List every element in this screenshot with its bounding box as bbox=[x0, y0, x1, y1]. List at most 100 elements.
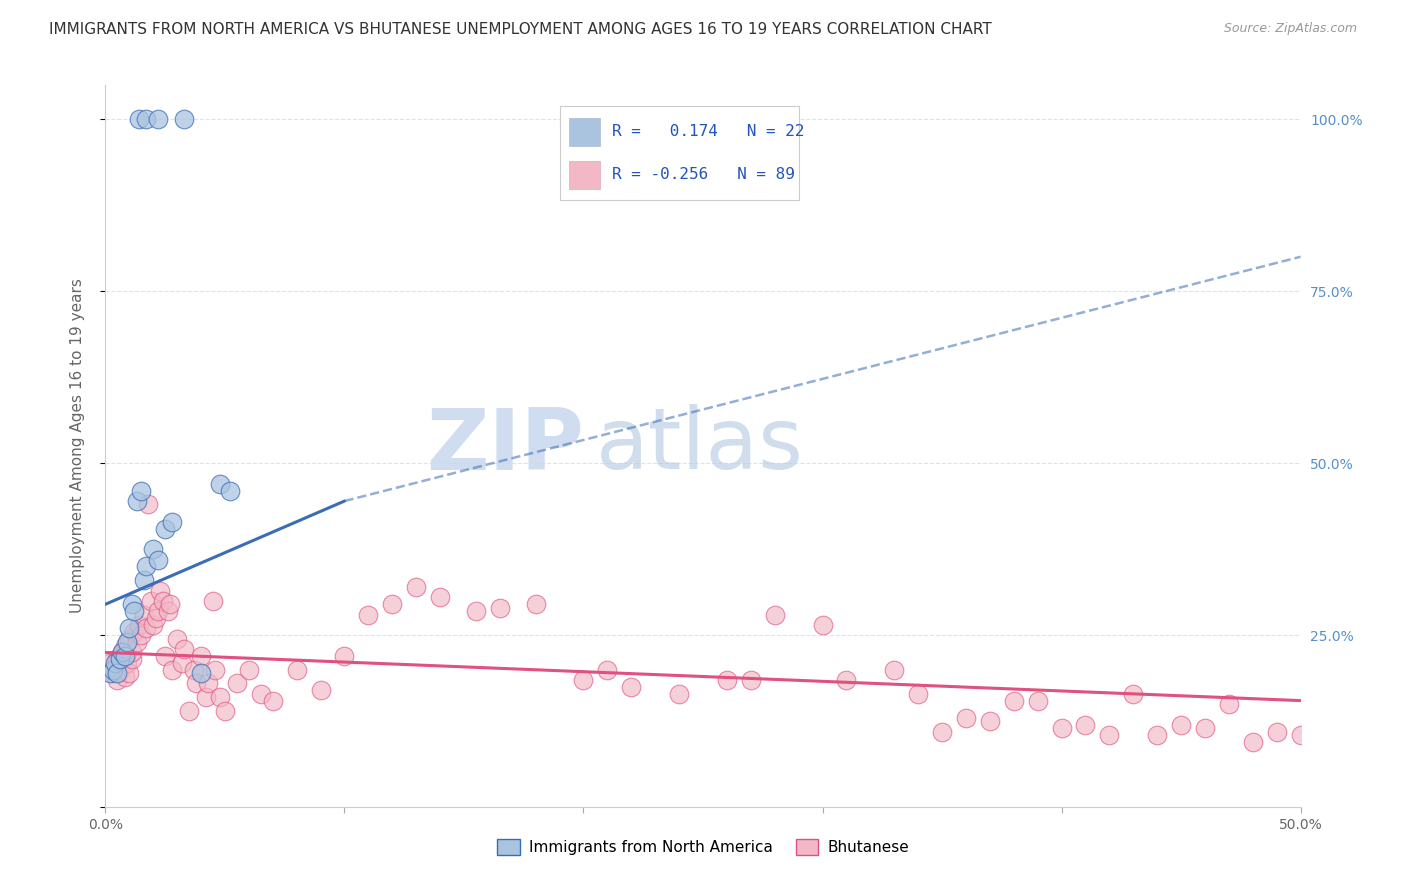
Point bbox=[1361, 724, 1384, 739]
Legend: Immigrants from North America, Bhutanese: Immigrants from North America, Bhutanese bbox=[491, 833, 915, 861]
Point bbox=[250, 687, 273, 701]
Point bbox=[173, 112, 195, 127]
Point bbox=[1098, 728, 1121, 742]
Point bbox=[907, 687, 929, 701]
Point bbox=[118, 621, 141, 635]
Point bbox=[596, 663, 619, 677]
Point bbox=[1241, 735, 1264, 749]
Point bbox=[1026, 693, 1049, 707]
Point bbox=[107, 652, 129, 666]
Point bbox=[1337, 735, 1360, 749]
Text: atlas: atlas bbox=[596, 404, 803, 488]
Point bbox=[1002, 693, 1025, 707]
Point bbox=[835, 673, 858, 687]
Point bbox=[668, 687, 690, 701]
Point bbox=[190, 648, 212, 663]
Point bbox=[129, 628, 153, 642]
Point bbox=[145, 611, 167, 625]
Point bbox=[111, 645, 134, 659]
Point bbox=[1050, 721, 1073, 735]
Point bbox=[142, 618, 165, 632]
Point bbox=[115, 635, 138, 649]
Point bbox=[128, 112, 150, 127]
Point bbox=[763, 607, 786, 622]
Point bbox=[170, 656, 193, 670]
Point bbox=[149, 583, 172, 598]
Point bbox=[122, 624, 145, 639]
Point bbox=[159, 597, 181, 611]
Point bbox=[114, 639, 136, 653]
Point bbox=[194, 690, 217, 705]
Point bbox=[107, 673, 129, 687]
Text: IMMIGRANTS FROM NORTH AMERICA VS BHUTANESE UNEMPLOYMENT AMONG AGES 16 TO 19 YEAR: IMMIGRANTS FROM NORTH AMERICA VS BHUTANE… bbox=[49, 22, 993, 37]
Point bbox=[146, 604, 169, 618]
Point bbox=[138, 498, 160, 512]
Point bbox=[152, 594, 174, 608]
Point bbox=[111, 645, 134, 659]
Point bbox=[1313, 717, 1336, 731]
Point bbox=[1218, 697, 1240, 711]
Point bbox=[132, 607, 155, 622]
Point bbox=[125, 494, 148, 508]
Point bbox=[333, 648, 356, 663]
Text: Source: ZipAtlas.com: Source: ZipAtlas.com bbox=[1223, 22, 1357, 36]
Point bbox=[218, 483, 240, 498]
Point bbox=[108, 663, 131, 677]
Point bbox=[309, 683, 332, 698]
Point bbox=[1194, 721, 1216, 735]
Point bbox=[153, 522, 177, 536]
Point bbox=[285, 663, 308, 677]
Point bbox=[183, 663, 205, 677]
Point bbox=[118, 666, 141, 681]
Point bbox=[209, 690, 232, 705]
Point bbox=[121, 652, 143, 666]
Point bbox=[489, 600, 512, 615]
Point bbox=[197, 676, 219, 690]
Point bbox=[173, 642, 195, 657]
Point bbox=[98, 656, 121, 670]
Point bbox=[524, 597, 547, 611]
Point bbox=[1289, 728, 1312, 742]
Point bbox=[162, 663, 184, 677]
Point bbox=[104, 656, 127, 670]
Point bbox=[262, 693, 284, 707]
Point bbox=[381, 597, 404, 611]
Point bbox=[429, 591, 451, 605]
Point bbox=[128, 618, 150, 632]
Text: ZIP: ZIP bbox=[426, 404, 583, 488]
Point bbox=[225, 676, 249, 690]
Point bbox=[108, 652, 131, 666]
Point bbox=[177, 704, 201, 718]
Point bbox=[121, 645, 143, 659]
Point bbox=[209, 476, 232, 491]
Point bbox=[125, 635, 148, 649]
Point bbox=[129, 483, 153, 498]
Point bbox=[464, 604, 488, 618]
Point bbox=[101, 663, 124, 677]
Point bbox=[620, 680, 643, 694]
Point bbox=[114, 669, 136, 683]
Point bbox=[405, 580, 427, 594]
Point bbox=[121, 597, 143, 611]
Point bbox=[979, 714, 1001, 729]
Point bbox=[190, 666, 212, 681]
Point bbox=[162, 515, 184, 529]
Point bbox=[214, 704, 236, 718]
Point bbox=[98, 666, 121, 681]
Point bbox=[135, 621, 157, 635]
Point bbox=[153, 648, 177, 663]
Point bbox=[166, 632, 188, 646]
Point bbox=[156, 604, 179, 618]
Point bbox=[931, 724, 953, 739]
Point bbox=[118, 632, 141, 646]
Point bbox=[238, 663, 260, 677]
Point bbox=[135, 559, 157, 574]
Point bbox=[132, 573, 155, 587]
Point bbox=[1170, 717, 1192, 731]
Point bbox=[740, 673, 762, 687]
Point bbox=[114, 648, 136, 663]
Point bbox=[1074, 717, 1097, 731]
Point bbox=[572, 673, 595, 687]
Point bbox=[108, 648, 131, 663]
Point bbox=[146, 552, 169, 566]
